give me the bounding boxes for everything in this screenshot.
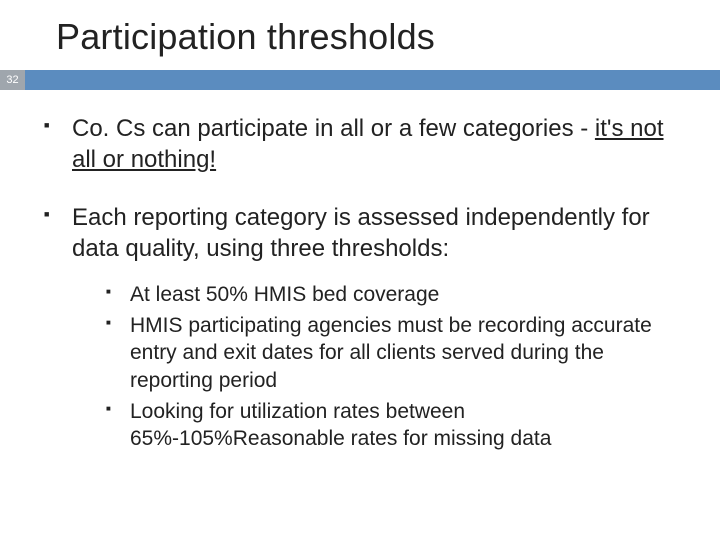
header-bar: 32: [0, 70, 720, 90]
list-item: Co. Cs can participate in all or a few c…: [44, 114, 676, 175]
sub-bullet-text: At least 50% HMIS bed coverage: [130, 283, 439, 306]
title-area: Participation thresholds: [0, 0, 720, 70]
page-number: 32: [0, 70, 25, 90]
bullet-list: Co. Cs can participate in all or a few c…: [44, 114, 676, 453]
list-item: Each reporting category is assessed inde…: [44, 203, 676, 452]
sub-bullet-text: HMIS participating agencies must be reco…: [130, 314, 652, 392]
sub-bullet-text: Looking for utilization rates between 65…: [130, 400, 551, 450]
list-item: Looking for utilization rates between 65…: [106, 398, 676, 453]
bullet-text: Each reporting category is assessed inde…: [72, 204, 650, 262]
list-item: HMIS participating agencies must be reco…: [106, 312, 676, 394]
content-area: Co. Cs can participate in all or a few c…: [0, 90, 720, 453]
accent-bar: [25, 70, 720, 90]
bullet-text: Co. Cs can participate in all or a few c…: [72, 115, 664, 173]
list-item: At least 50% HMIS bed coverage: [106, 281, 676, 308]
slide-title: Participation thresholds: [56, 16, 720, 58]
sub-bullet-list: At least 50% HMIS bed coverage HMIS part…: [72, 281, 676, 453]
bullet-text-prefix: Co. Cs can participate in all or a few c…: [72, 115, 595, 142]
